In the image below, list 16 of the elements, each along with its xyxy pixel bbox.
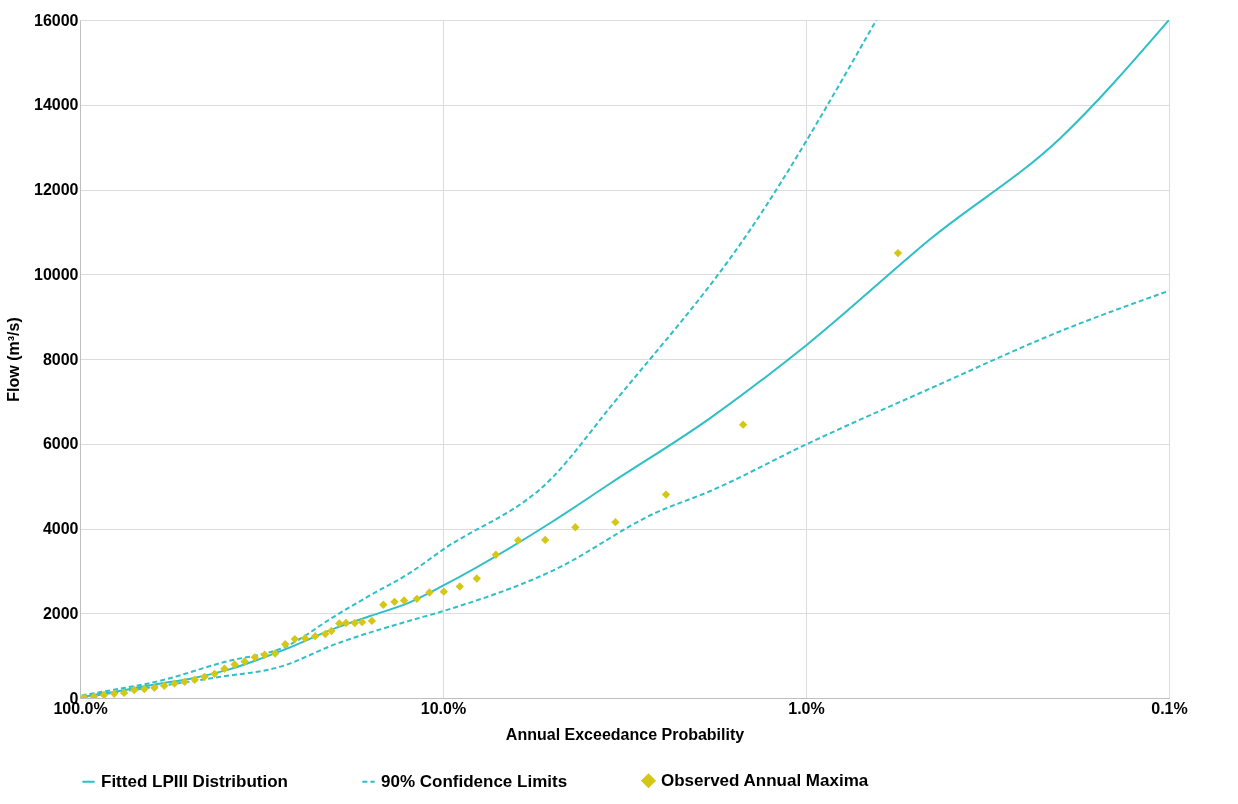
legend-label: Observed Annual Maxima (661, 770, 869, 790)
y-tick-label: 6000 (42, 435, 79, 453)
y-tick-label: 2000 (42, 604, 79, 622)
y-tick-label: 10000 (34, 265, 79, 283)
legend-label: 90% Confidence Limits (381, 771, 568, 791)
x-tick-label: 1.0% (788, 699, 825, 717)
y-tick-label: 12000 (34, 181, 79, 198)
y-tick-label: 8000 (42, 350, 79, 368)
x-axis-title: Annual Exceedance Probability (505, 725, 745, 743)
legend-label: Fitted LPIII Distribution (101, 771, 288, 791)
y-tick-label: 14000 (34, 96, 79, 114)
x-tick-label: 10.0% (420, 699, 467, 717)
y-tick-label: 4000 (42, 520, 79, 537)
y-axis-title: Flow (m³/s) (5, 317, 23, 402)
x-tick-label: 0.1% (1151, 699, 1188, 717)
y-tick-label: 16000 (34, 11, 79, 29)
